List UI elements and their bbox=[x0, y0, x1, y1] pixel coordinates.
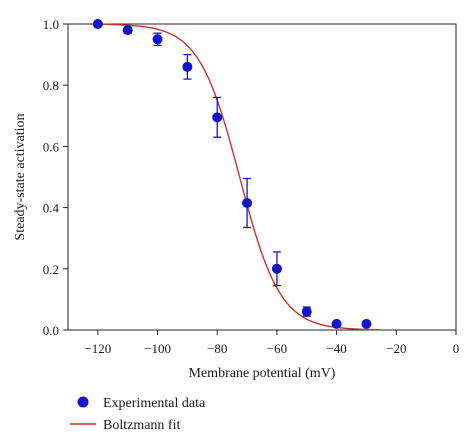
legend-marker-experimental bbox=[77, 396, 89, 408]
y-tick-label: 0.2 bbox=[43, 262, 59, 277]
legend-label-boltzmann: Boltzmann fit bbox=[103, 418, 180, 433]
data-point bbox=[182, 61, 193, 72]
plot-axes bbox=[67, 23, 457, 331]
x-tick-label: −120 bbox=[84, 341, 111, 356]
legend: Experimental data Boltzmann fit bbox=[70, 396, 206, 433]
x-tick-label: −40 bbox=[326, 341, 346, 356]
data-point bbox=[301, 306, 312, 317]
y-tick-label: 0.0 bbox=[43, 323, 59, 338]
data-layer bbox=[92, 19, 372, 329]
y-tick-label: 0.4 bbox=[43, 201, 60, 216]
y-axis-label: Steady-state activation bbox=[13, 113, 28, 240]
x-tick-label: −100 bbox=[144, 341, 171, 356]
y-tick-label: 0.6 bbox=[43, 139, 60, 154]
data-point bbox=[271, 263, 282, 274]
plot-frame bbox=[67, 23, 457, 331]
boltzmann-fit-line bbox=[97, 23, 382, 331]
legend-label-experimental: Experimental data bbox=[103, 396, 206, 411]
data-point bbox=[152, 34, 163, 45]
data-point bbox=[331, 318, 342, 329]
fit-layer bbox=[97, 23, 382, 331]
x-tick-label: −20 bbox=[386, 341, 406, 356]
x-axis-label: Membrane potential (mV) bbox=[189, 366, 336, 381]
y-tick-label: 1.0 bbox=[43, 17, 59, 32]
y-tick-label: 0.8 bbox=[43, 78, 59, 93]
data-point bbox=[92, 19, 103, 29]
data-point bbox=[361, 318, 372, 329]
data-point bbox=[212, 112, 223, 123]
data-point bbox=[122, 25, 133, 36]
x-tick-label: −60 bbox=[267, 341, 287, 356]
x-tick-label: −80 bbox=[207, 341, 227, 356]
x-tick-label: 0 bbox=[453, 341, 460, 356]
ticks-layer: −120 −100 −80 −60 −40 −20 0 0.0 0.2 0.4 0.6 0.8 1.0 bbox=[43, 17, 460, 356]
data-point bbox=[242, 198, 253, 209]
